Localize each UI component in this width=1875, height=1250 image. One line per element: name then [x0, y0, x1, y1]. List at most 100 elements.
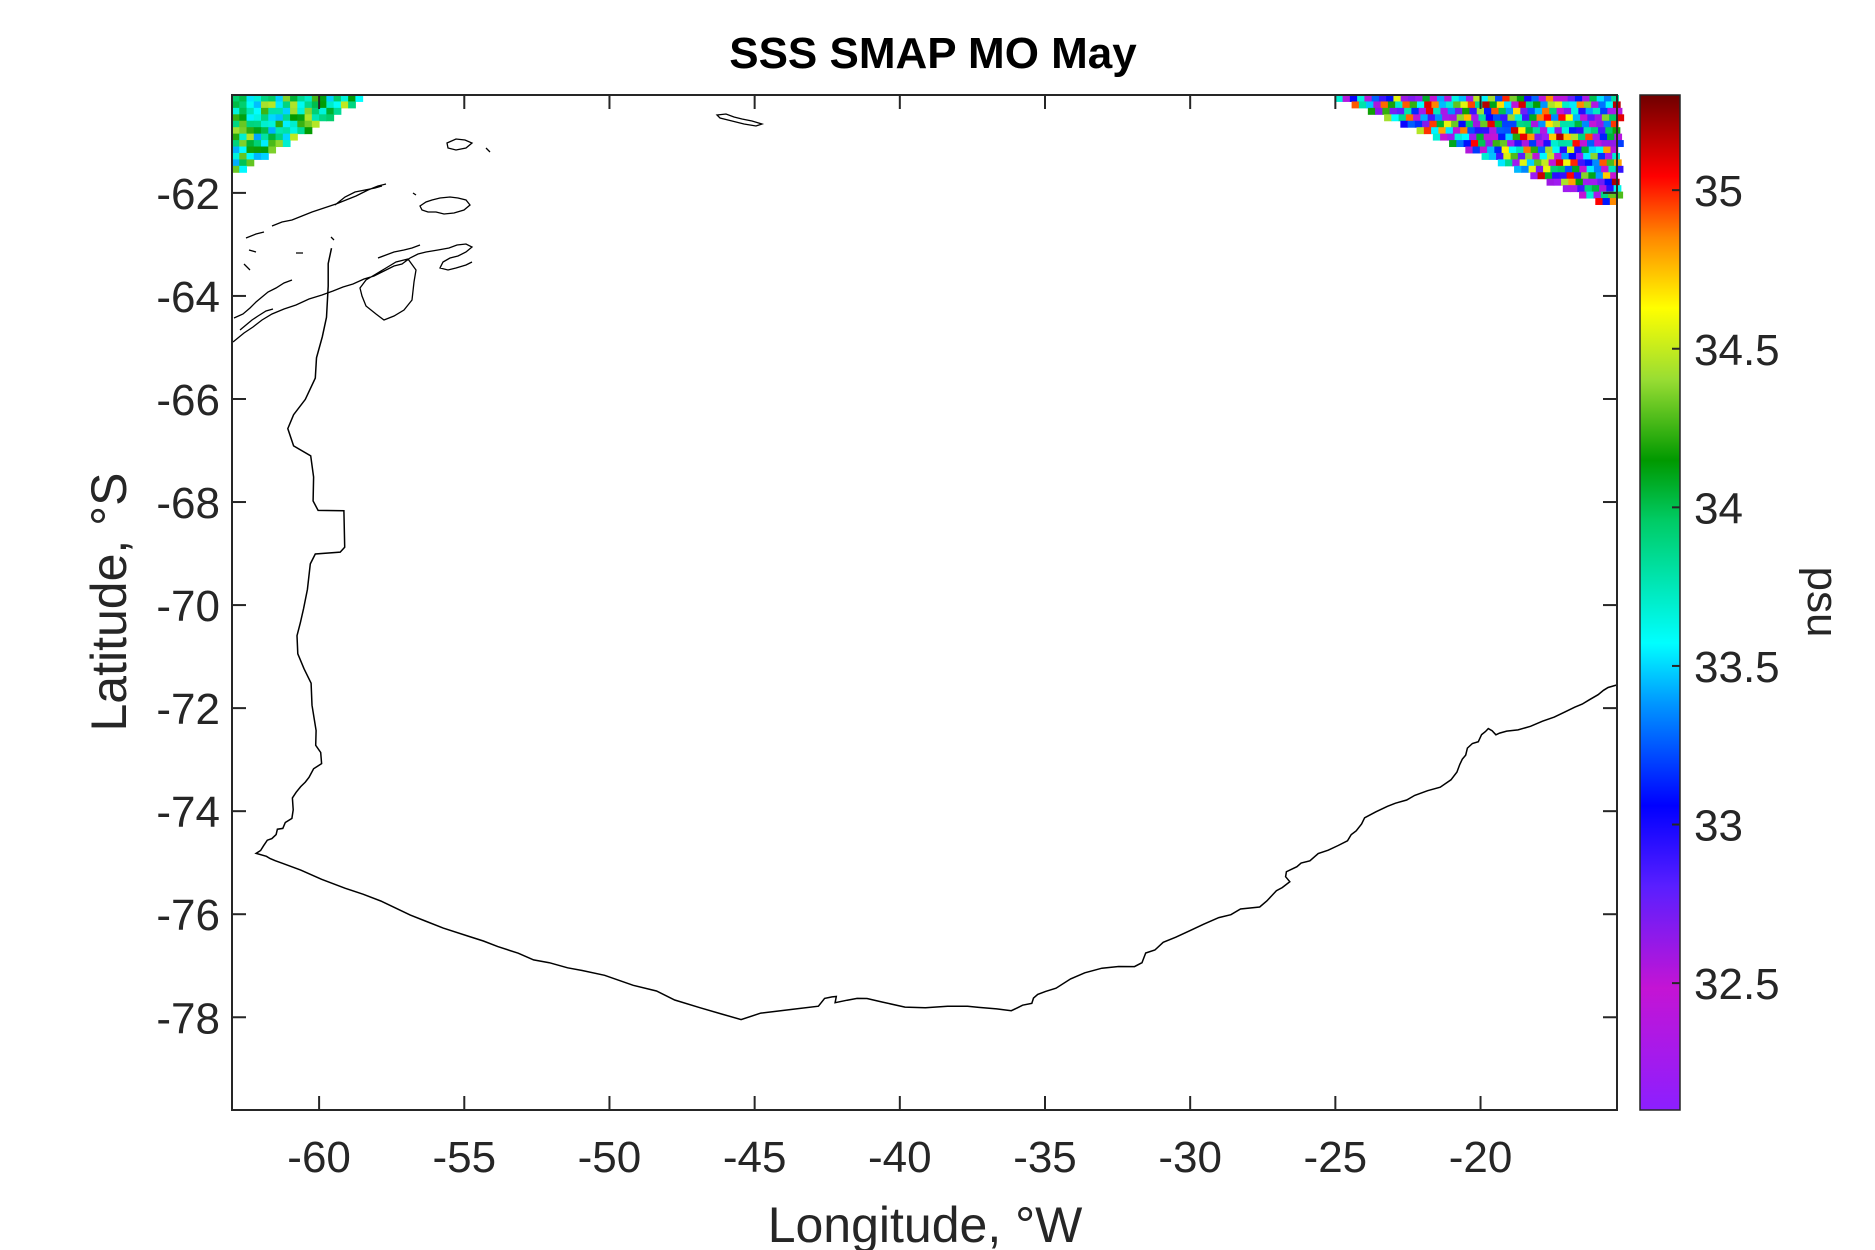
salinity-cell: [1553, 178, 1562, 186]
salinity-cell: [1610, 172, 1618, 180]
salinity-cell: [1572, 140, 1581, 148]
salinity-cell: [1516, 95, 1525, 102]
salinity-cell: [348, 101, 356, 109]
salinity-grid-cells: [232, 95, 1625, 205]
salinity-cell: [1549, 107, 1558, 115]
salinity-cell: [1511, 101, 1520, 109]
salinity-cell: [1595, 146, 1604, 154]
salinity-cell: [1498, 133, 1506, 141]
salinity-cell: [1425, 107, 1434, 115]
salinity-cell: [1588, 172, 1597, 180]
salinity-cell: [1462, 107, 1470, 115]
salinity-cell: [1552, 120, 1561, 128]
salinity-cell: [1533, 101, 1541, 109]
salinity-cell: [1472, 146, 1481, 154]
salinity-cell: [1431, 127, 1439, 135]
salinity-cell: [1581, 120, 1590, 128]
y-axis-ticks: -62 -64 -66 -68 -70 -72 -74 -76 -78: [156, 170, 1617, 1043]
salinity-cell: [1521, 140, 1530, 148]
salinity-cell: [1607, 107, 1616, 115]
salinity-cell: [239, 159, 248, 167]
salinity-cell: [1378, 95, 1387, 102]
salinity-cell: [246, 152, 255, 160]
salinity-cell: [268, 133, 277, 141]
salinity-cell: [1422, 95, 1431, 102]
salinity-cell: [1371, 95, 1380, 102]
salinity-cell: [1552, 172, 1560, 180]
salinity-cell: [1561, 152, 1570, 160]
salinity-cell: [1414, 120, 1423, 128]
salinity-cell: [1423, 127, 1432, 135]
salinity-cell: [253, 107, 262, 115]
salinity-cell: [1595, 198, 1604, 205]
salinity-cell: [1485, 114, 1494, 122]
salinity-cell: [1541, 159, 1550, 167]
salinity-cell: [1451, 95, 1460, 102]
salinity-cell: [1596, 95, 1605, 102]
salinity-cell: [1546, 152, 1555, 160]
salinity-cell: [1614, 133, 1623, 141]
salinity-cell: [1476, 133, 1485, 141]
y-tick-label: -78: [156, 994, 220, 1043]
salinity-cell: [1610, 146, 1619, 154]
salinity-cell: [1380, 101, 1389, 109]
salinity-cell: [232, 140, 240, 148]
salinity-cell: [1519, 159, 1528, 167]
x-tick-label: -45: [723, 1133, 787, 1182]
salinity-cell: [1572, 114, 1581, 122]
salinity-cell: [1351, 101, 1360, 109]
salinity-cell: [239, 152, 248, 160]
salinity-cell: [1567, 95, 1576, 102]
salinity-cell: [1443, 120, 1452, 128]
salinity-cell: [1447, 107, 1456, 115]
salinity-cell: [246, 133, 255, 141]
salinity-cell: [1583, 101, 1592, 109]
salinity-cell: [1501, 120, 1510, 128]
salinity-cell: [275, 133, 284, 141]
salinity-cell: [1407, 95, 1416, 102]
salinity-cell: [1590, 127, 1599, 135]
salinity-cell: [1460, 127, 1468, 135]
salinity-cell: [1601, 165, 1609, 173]
salinity-cell: [1539, 152, 1548, 160]
salinity-cell: [1521, 165, 1530, 173]
salinity-cell: [1554, 101, 1563, 109]
salinity-cell: [1488, 152, 1497, 160]
salinity-cell: [290, 120, 298, 128]
salinity-cell: [1610, 120, 1619, 128]
salinity-cell: [1395, 101, 1403, 109]
y-tick-label: -74: [156, 788, 220, 837]
salinity-cell: [1599, 133, 1608, 141]
salinity-cell: [1483, 107, 1492, 115]
plot-area: -60 -55 -50 -45 -40 -35 -30 -25 -20 -62 -64 -66 -68…: [156, 94, 1625, 1182]
salinity-cell: [1509, 95, 1518, 102]
salinity-cell: [304, 107, 313, 115]
salinity-cell: [246, 159, 255, 167]
salinity-cell: [1447, 133, 1456, 141]
salinity-cell: [1358, 101, 1367, 109]
salinity-cell: [1514, 165, 1522, 173]
salinity-cell: [1530, 172, 1539, 180]
salinity-cell: [1387, 101, 1396, 109]
salinity-cell: [1342, 95, 1351, 102]
salinity-cell: [1475, 101, 1483, 109]
salinity-cell: [290, 95, 298, 102]
salinity-cell: [1523, 120, 1532, 128]
salinity-cell: [311, 95, 320, 102]
salinity-cell: [1599, 185, 1607, 193]
salinity-cell: [246, 127, 255, 135]
salinity-cell: [1594, 140, 1603, 148]
salinity-cell: [1593, 191, 1602, 199]
salinity-cell: [1569, 101, 1578, 109]
salinity-cell: [1465, 120, 1474, 128]
salinity-cell: [275, 95, 284, 102]
salinity-cell: [1570, 159, 1579, 167]
salinity-cell: [268, 114, 277, 122]
salinity-cell: [282, 133, 291, 141]
salinity-cell: [1424, 101, 1432, 109]
salinity-cell: [1516, 120, 1525, 128]
salinity-cell: [1472, 120, 1481, 128]
salinity-cell: [246, 95, 255, 102]
salinity-cell: [1518, 127, 1526, 135]
